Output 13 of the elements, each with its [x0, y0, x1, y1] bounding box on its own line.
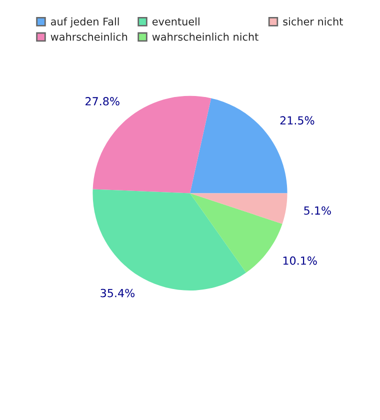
- data-label: 21.5%: [280, 116, 314, 125]
- legend-label: eventuell: [152, 17, 200, 26]
- pie-slice: [190, 193, 282, 273]
- pie-slice: [190, 193, 288, 224]
- legend-label: wahrscheinlich nicht: [152, 32, 258, 41]
- legend-label: wahrscheinlich: [50, 32, 128, 41]
- pie-slice: [92, 189, 246, 290]
- legend-label: auf jeden Fall: [50, 17, 119, 28]
- data-label: 5.1%: [304, 206, 331, 215]
- data-label: 10.1%: [283, 256, 317, 265]
- data-label: 27.8%: [86, 97, 120, 106]
- legend-label: sicher nicht: [283, 17, 343, 26]
- data-label: 35.4%: [100, 288, 135, 298]
